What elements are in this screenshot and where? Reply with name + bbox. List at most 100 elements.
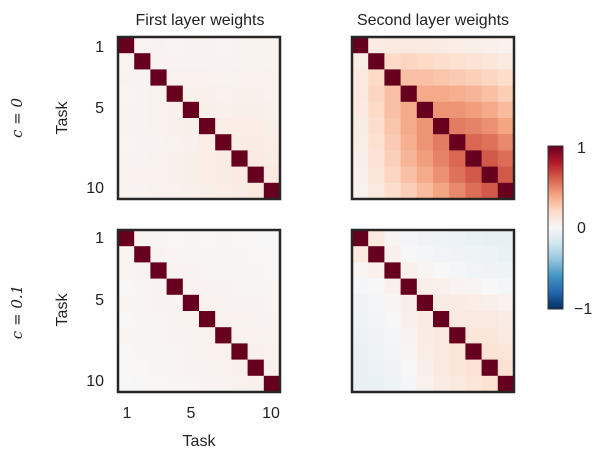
heatmap-cell-0-r1-c4 <box>166 37 184 54</box>
heatmap-cell-2-r5-c4 <box>166 294 184 312</box>
heatmap-cell-2-r1-c1 <box>118 230 135 247</box>
heatmap-cell-2-r3-c9 <box>247 262 265 279</box>
heatmap-cell-1-r8-c4 <box>400 150 418 167</box>
heatmap-cell-0-r9-c1 <box>118 166 135 184</box>
heatmap-cell-3-r8-c10 <box>497 343 515 360</box>
heatmap-cell-1-r6-c7 <box>449 118 466 135</box>
heatmap-cell-0-r2-c6 <box>199 53 216 70</box>
heatmap-frame-3 <box>350 228 516 394</box>
heatmap-cell-1-r4-c8 <box>465 85 482 103</box>
y-tick-bottom-10: 10 <box>86 373 104 390</box>
heatmap-cell-3-r8-c8 <box>465 343 482 360</box>
heatmap-cell-0-r7-c5 <box>182 134 200 151</box>
heatmap-cell-0-r7-c1 <box>118 134 135 151</box>
heatmap-cell-0-r1-c5 <box>182 37 200 54</box>
heatmap-cell-1-r4-c3 <box>384 85 401 103</box>
heatmap-cell-1-r3-c6 <box>433 69 450 86</box>
heatmap-cell-0-r1-c2 <box>134 37 151 54</box>
heatmap-cell-1-r7-c9 <box>481 134 499 151</box>
x-axis-label: Task <box>183 433 217 450</box>
y-tick-top-5: 5 <box>95 100 104 117</box>
row-label-c0: c = 0 <box>8 98 26 139</box>
heatmap-cell-3-r7-c5 <box>416 327 434 344</box>
heatmap-cell-1-r5-c3 <box>384 101 401 119</box>
heatmap-cell-2-r10-c2 <box>134 375 151 393</box>
heatmap-cell-1-r5-c9 <box>481 101 499 119</box>
heatmap-cell-3-r8-c4 <box>400 343 418 360</box>
heatmap-cell-0-r1-c8 <box>231 37 248 54</box>
heatmap-cell-0-r6-c4 <box>166 118 184 135</box>
heatmap-cell-3-r10-c9 <box>481 375 499 393</box>
heatmap-cell-1-r7-c6 <box>433 134 450 151</box>
heatmap-cell-1-r6-c3 <box>384 118 401 135</box>
heatmap-cell-0-r6-c3 <box>150 118 167 135</box>
heatmap-cell-3-r9-c2 <box>368 359 385 377</box>
heatmap-cell-2-r2-c1 <box>118 246 135 263</box>
heatmap-cell-2-r10-c5 <box>182 375 200 393</box>
heatmap-cell-1-r1-c9 <box>481 37 499 54</box>
title-second-layer: Second layer weights <box>357 12 509 29</box>
heatmap-cell-2-r6-c6 <box>199 311 216 328</box>
heatmap-cell-0-r9-c7 <box>215 166 232 184</box>
heatmap-cell-0-r9-c4 <box>166 166 184 184</box>
heatmap-cell-1-r9-c7 <box>449 166 466 184</box>
heatmap-cell-2-r1-c7 <box>215 230 232 247</box>
heatmap-cell-2-r2-c9 <box>247 246 265 263</box>
heatmap-cell-2-r5-c6 <box>199 294 216 312</box>
heatmap-cell-2-r3-c6 <box>199 262 216 279</box>
heatmap-cell-2-r1-c10 <box>263 230 281 247</box>
heatmap-cell-2-r9-c2 <box>134 359 151 377</box>
heatmap-cell-2-r10-c8 <box>231 375 248 393</box>
heatmap-cell-0-r3-c6 <box>199 69 216 86</box>
heatmap-cell-1-r7-c10 <box>497 134 515 151</box>
heatmap-cell-0-r7-c9 <box>247 134 265 151</box>
heatmap-cell-0-r9-c2 <box>134 166 151 184</box>
heatmap-cell-0-r1-c9 <box>247 37 265 54</box>
heatmap-cell-1-r9-c10 <box>497 166 515 184</box>
heatmap-cell-3-r5-c2 <box>368 294 385 312</box>
heatmap-cell-3-r3-c9 <box>481 262 499 279</box>
heatmap-cell-2-r4-c6 <box>199 278 216 296</box>
heatmap-cell-2-r1-c3 <box>150 230 167 247</box>
heatmap-c01-second-layer <box>350 228 516 394</box>
heatmap-cell-0-r10-c3 <box>150 182 167 200</box>
heatmap-cell-2-r7-c4 <box>166 327 184 344</box>
heatmap-cell-2-r2-c4 <box>166 246 184 263</box>
heatmap-cell-0-r1-c1 <box>118 37 135 54</box>
heatmap-cell-2-r3-c8 <box>231 262 248 279</box>
heatmap-cell-2-r8-c1 <box>118 343 135 360</box>
heatmap-cell-1-r1-c8 <box>465 37 482 54</box>
heatmap-cell-0-r2-c10 <box>263 53 281 70</box>
heatmap-cell-2-r6-c4 <box>166 311 184 328</box>
heatmap-cell-1-r2-c1 <box>352 53 369 70</box>
heatmap-cell-2-r9-c6 <box>199 359 216 377</box>
heatmap-cell-3-r5-c5 <box>416 294 434 312</box>
heatmap-cell-2-r8-c6 <box>199 343 216 360</box>
heatmap-cell-3-r7-c8 <box>465 327 482 344</box>
heatmap-cell-1-r6-c8 <box>465 118 482 135</box>
heatmap-cell-1-r2-c8 <box>465 53 482 70</box>
heatmap-cell-1-r5-c10 <box>497 101 515 119</box>
heatmap-cell-3-r7-c9 <box>481 327 499 344</box>
heatmap-cell-0-r4-c2 <box>134 85 151 103</box>
heatmap-cell-0-r7-c3 <box>150 134 167 151</box>
heatmap-cell-3-r6-c2 <box>368 311 385 328</box>
heatmap-cell-3-r5-c7 <box>449 294 466 312</box>
heatmap-cell-3-r10-c8 <box>465 375 482 393</box>
heatmap-cell-1-r2-c7 <box>449 53 466 70</box>
heatmap-cell-1-r9-c2 <box>368 166 385 184</box>
heatmap-cell-3-r2-c9 <box>481 246 499 263</box>
heatmap-cell-0-r10-c8 <box>231 182 248 200</box>
colorbar-tick-min: −1 <box>574 301 592 318</box>
heatmap-cell-3-r7-c3 <box>384 327 401 344</box>
heatmap-cell-2-r2-c6 <box>199 246 216 263</box>
heatmap-cell-2-r1-c2 <box>134 230 151 247</box>
heatmap-cell-1-r9-c8 <box>465 166 482 184</box>
heatmap-cell-1-r8-c2 <box>368 150 385 167</box>
heatmap-cell-3-r9-c6 <box>433 359 450 377</box>
heatmap-cell-0-r8-c4 <box>166 150 184 167</box>
heatmap-cell-2-r3-c2 <box>134 262 151 279</box>
heatmap-cell-1-r1-c4 <box>400 37 418 54</box>
heatmap-cell-0-r9-c9 <box>247 166 265 184</box>
